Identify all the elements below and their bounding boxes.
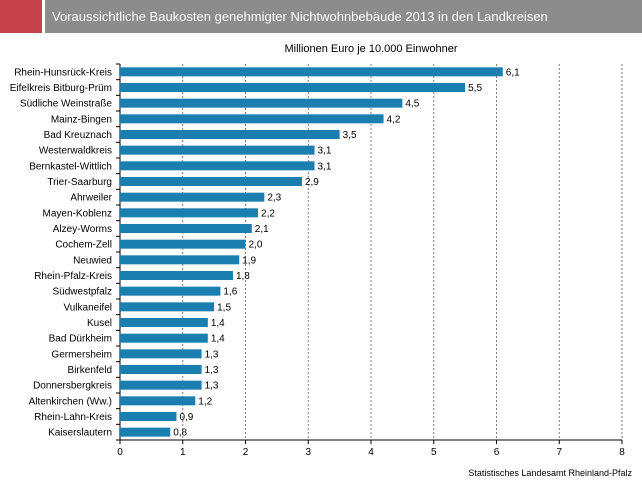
bar xyxy=(120,365,202,374)
data-label: 1,4 xyxy=(211,334,225,345)
data-label: 3,1 xyxy=(318,146,332,157)
data-label: 3,5 xyxy=(343,130,357,141)
bar xyxy=(120,208,259,218)
bar xyxy=(120,177,302,186)
category-label: Westerwaldkreis xyxy=(39,146,112,157)
bar xyxy=(120,161,315,171)
bar xyxy=(120,67,503,77)
category-label: Rhein-Pfalz-Kreis xyxy=(34,271,112,282)
x-tick-label: 7 xyxy=(556,447,562,458)
category-label: Neuwied xyxy=(73,255,112,266)
bar xyxy=(120,83,466,92)
bar xyxy=(120,239,246,249)
page-title: Voraussichtliche Baukosten genehmigter N… xyxy=(52,9,548,24)
x-tick-label: 5 xyxy=(431,447,437,458)
category-label: Mayen-Koblenz xyxy=(43,208,112,219)
category-label: Altenkirchen (Ww.) xyxy=(29,396,112,407)
bar xyxy=(120,130,340,139)
category-label: Alzey-Worms xyxy=(53,224,112,235)
x-tick-label: 6 xyxy=(494,447,500,458)
bar xyxy=(120,145,315,155)
category-label: Bad Dürkheim xyxy=(49,334,112,345)
data-label: 6,1 xyxy=(506,67,520,78)
data-label: 2,9 xyxy=(305,177,319,188)
data-label: 1,3 xyxy=(205,381,219,392)
bar xyxy=(120,192,265,202)
data-label: 1,4 xyxy=(211,318,225,329)
data-label: 4,5 xyxy=(405,99,419,110)
data-label: 1,2 xyxy=(198,396,212,407)
category-label: Kaiserslautern xyxy=(48,428,112,439)
bar xyxy=(120,412,177,421)
bar xyxy=(120,396,196,406)
bar xyxy=(120,255,240,265)
bar xyxy=(120,427,171,437)
category-label: Rhein-Lahn-Kreis xyxy=(34,412,112,423)
category-label: Eifelkreis Bitburg-Prüm xyxy=(10,83,112,94)
category-label: Germersheim xyxy=(51,349,112,360)
category-label: Birkenfeld xyxy=(68,365,112,376)
data-label: 2,2 xyxy=(261,208,275,219)
bar xyxy=(120,349,202,359)
x-tick-label: 4 xyxy=(368,447,374,458)
x-tick-label: 2 xyxy=(243,447,249,458)
bar xyxy=(120,380,202,390)
category-label: Mainz-Bingen xyxy=(51,114,112,125)
category-label: Rhein-Hunsrück-Kreis xyxy=(14,67,112,78)
x-tick-label: 1 xyxy=(180,447,186,458)
bar xyxy=(120,224,252,233)
category-label: Ahrweiler xyxy=(70,193,112,204)
bar xyxy=(120,271,233,280)
header-bar: Voraussichtliche Baukosten genehmigter N… xyxy=(0,0,642,33)
x-tick-label: 0 xyxy=(117,447,123,458)
bar xyxy=(120,114,384,124)
data-label: 2,3 xyxy=(267,193,281,204)
data-label: 0,9 xyxy=(179,412,193,423)
data-label: 3,1 xyxy=(318,161,332,172)
bar xyxy=(120,333,208,343)
source-note: Statistisches Landesamt Rheinland-Pfalz xyxy=(468,468,632,478)
data-label: 1,3 xyxy=(205,365,219,376)
data-label: 4,2 xyxy=(387,114,401,125)
category-label: Bernkastel-Wittlich xyxy=(29,161,112,172)
x-tick-label: 3 xyxy=(305,447,311,458)
data-label: 5,5 xyxy=(468,83,482,94)
data-label: 1,3 xyxy=(205,349,219,360)
bar xyxy=(120,286,221,296)
data-label: 0,8 xyxy=(173,428,187,439)
data-label: 1,5 xyxy=(217,302,231,313)
category-label: Vulkaneifel xyxy=(63,302,112,313)
category-label: Cochem-Zell xyxy=(55,240,112,251)
category-label: Bad Kreuznach xyxy=(44,130,112,141)
category-label: Südwestpfalz xyxy=(53,287,112,298)
category-label: Donnersbergkreis xyxy=(33,381,112,392)
x-tick-label: 8 xyxy=(619,447,625,458)
bar xyxy=(120,318,208,327)
chart-title: Millionen Euro je 10.000 Einwohner xyxy=(284,43,458,55)
category-label: Südliche Weinstraße xyxy=(20,99,113,110)
category-label: Trier-Saarburg xyxy=(47,177,112,188)
data-label: 2,0 xyxy=(249,240,263,251)
data-label: 1,6 xyxy=(223,287,237,298)
bar xyxy=(120,98,403,108)
data-label: 1,8 xyxy=(236,271,250,282)
bar xyxy=(120,302,215,312)
header-accent xyxy=(0,0,42,33)
header-background xyxy=(45,0,642,33)
data-label: 2,1 xyxy=(255,224,269,235)
category-label: Kusel xyxy=(87,318,112,329)
data-label: 1,9 xyxy=(242,255,256,266)
